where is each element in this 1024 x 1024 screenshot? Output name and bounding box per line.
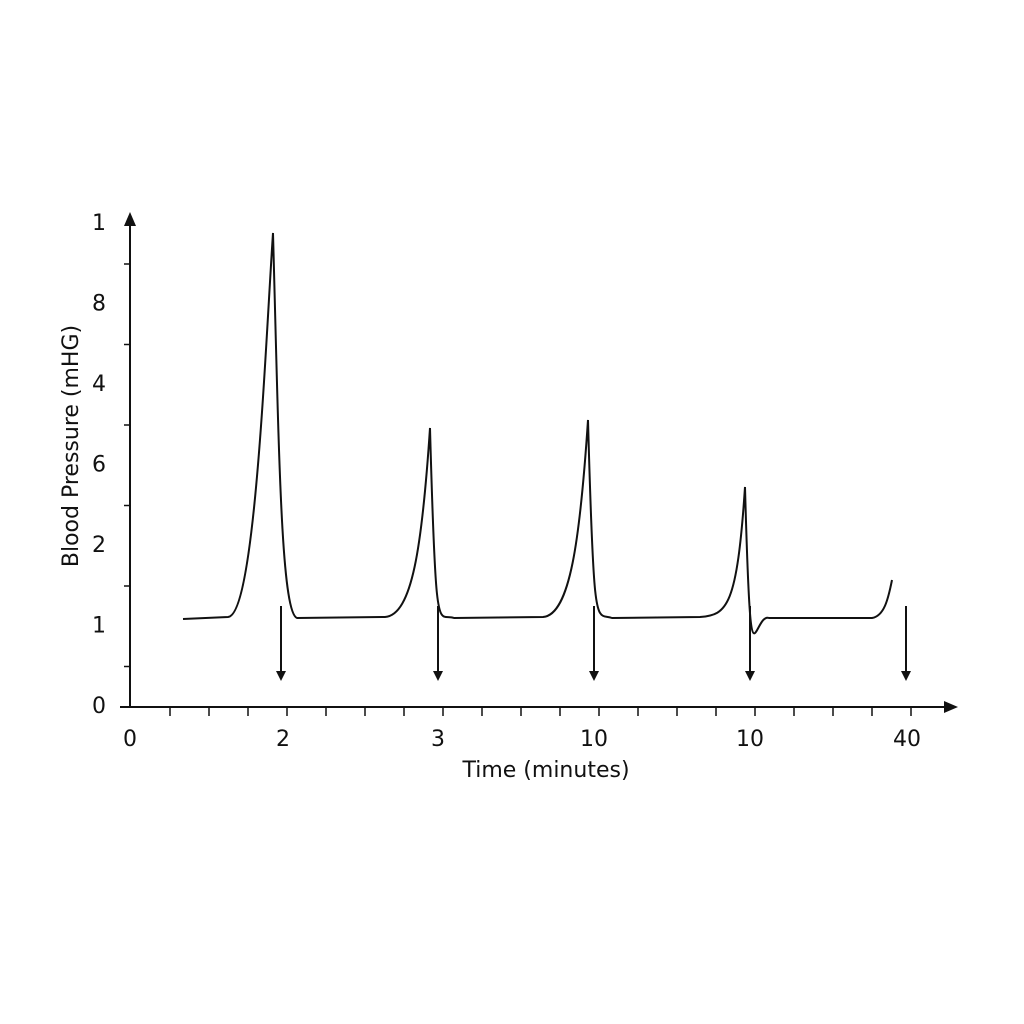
pressure-curve [182,232,893,635]
x-tick-label: 2 [276,727,290,752]
y-axis-label: Blood Pressure (mHG) [59,325,84,567]
y-tick-label: 1 [92,614,106,639]
y-tick-label: 6 [92,453,106,478]
y-tick-label: 0 [92,694,106,719]
x-tick-label: 40 [893,727,921,752]
y-tick-label: 4 [92,372,106,397]
x-tick-label: 3 [431,727,445,752]
y-tick-label: 1 [92,211,106,236]
arrows [276,606,911,681]
y-tick-label: 2 [92,533,106,558]
y-tick-label: 8 [92,292,106,317]
x-tick-label: 10 [580,727,608,752]
x-tick-label: 10 [736,727,764,752]
x-axis-arrow [944,701,958,713]
x-tick-label: 0 [123,727,137,752]
x-axis-label: Time (minutes) [461,758,629,783]
y-axis-arrow [124,212,136,226]
